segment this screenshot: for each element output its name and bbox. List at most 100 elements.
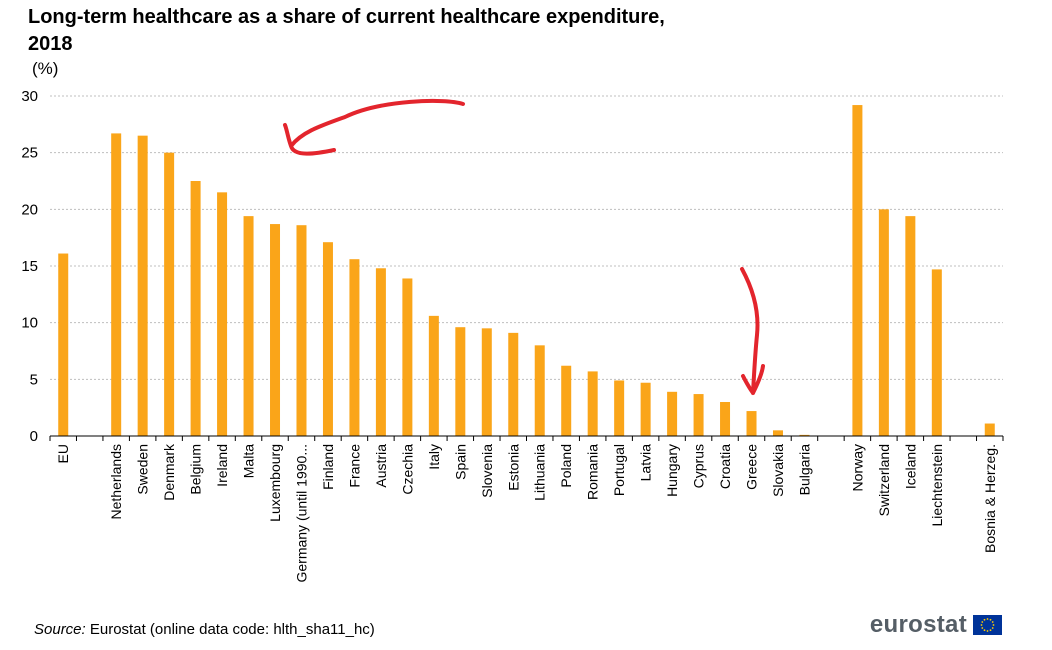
flag-star <box>986 630 989 632</box>
y-axis-unit: (%) <box>32 59 59 78</box>
y-axis-ticks: 0 5 10 15 20 25 30 <box>21 88 38 445</box>
flag-star <box>989 618 992 621</box>
x-tick-label: Iceland <box>902 444 918 489</box>
chart-title: Long-term healthcare as a share of curre… <box>28 4 848 58</box>
x-tick-label: Netherlands <box>108 444 124 520</box>
bar-italy <box>428 315 439 436</box>
x-tick-label: Bulgaria <box>796 444 812 496</box>
flag-star <box>991 621 994 623</box>
x-tick-label: Hungary <box>664 444 680 497</box>
x-tick-label: Belgium <box>188 444 204 495</box>
bar-liechtenstein <box>931 269 942 436</box>
bar-portugal <box>614 380 625 436</box>
bar-slovakia <box>772 430 783 436</box>
bar-croatia <box>720 402 731 436</box>
x-tick-label: Spain <box>452 444 468 480</box>
bar-slovenia <box>481 328 492 436</box>
bar-eu <box>58 253 69 436</box>
x-tick-label: Slovenia <box>479 444 495 498</box>
y-tick-label: 30 <box>21 88 38 105</box>
bar-austria <box>375 268 386 436</box>
eurostat-logo: eurostat <box>870 611 1002 639</box>
flag-star <box>986 618 989 620</box>
x-tick-label: Slovakia <box>770 444 786 497</box>
bar-latvia <box>640 382 651 436</box>
bar-norway <box>852 105 863 437</box>
x-tick-label: Estonia <box>505 444 521 491</box>
bar-czechia <box>402 278 413 436</box>
x-tick-label: Germany (until 1990... <box>293 444 309 583</box>
y-tick-label: 10 <box>21 315 38 332</box>
source-text: Eurostat (online data code: hlth_sha11_h… <box>89 621 375 638</box>
bar-bosnia-herzeg <box>984 423 995 436</box>
flag-star <box>989 629 992 632</box>
x-tick-label: Cyprus <box>691 444 707 488</box>
bar-cyprus <box>693 394 704 436</box>
bar-chart: 0 5 10 15 20 25 30 EU Netherlands Sweden Denmark B… <box>21 88 1004 583</box>
x-tick-label: Bosnia & Herzeg. <box>982 444 998 553</box>
bar-lithuania <box>534 345 545 436</box>
bar-netherlands <box>111 133 122 436</box>
x-tick-label: France <box>346 444 362 488</box>
x-tick-label: Lithuania <box>532 444 548 501</box>
bar-germany-until-1990 <box>296 225 307 436</box>
bar-spain <box>455 327 466 436</box>
flag-star <box>983 618 986 621</box>
x-tick-label: Switzerland <box>876 444 892 516</box>
annotation-arrow-left <box>283 98 465 156</box>
x-tick-label: Greece <box>744 444 760 490</box>
source-label: Source: <box>34 621 86 638</box>
x-tick-label: Liechtenstein <box>929 444 945 527</box>
bar-iceland <box>905 216 916 436</box>
chart-title-line-2: 2018 <box>28 33 73 55</box>
x-tick-label: Malta <box>241 444 257 478</box>
flag-star <box>981 627 984 629</box>
bar-finland <box>322 242 333 436</box>
hand-drawn-annotations <box>283 98 765 395</box>
x-tick-label: Denmark <box>161 443 177 501</box>
flag-star <box>992 624 995 626</box>
x-tick-label: Austria <box>373 444 389 488</box>
x-tick-label: Norway <box>849 444 865 491</box>
flag-star <box>983 629 986 632</box>
x-tick-label: Poland <box>558 444 574 488</box>
flag-star <box>991 627 994 629</box>
eu-flag-icon <box>973 615 1002 635</box>
bars <box>58 105 995 437</box>
bar-luxembourg <box>270 224 281 436</box>
eurostat-wordmark: eurostat <box>869 611 967 638</box>
bar-ireland <box>217 192 228 436</box>
y-tick-label: 20 <box>21 201 38 218</box>
x-axis-labels: EU Netherlands Sweden Denmark Belgium Ireland… <box>55 443 998 583</box>
x-tick-label: Croatia <box>717 444 733 489</box>
x-tick-label: Latvia <box>638 444 654 482</box>
flag-star <box>981 621 984 623</box>
bar-switzerland <box>878 209 889 436</box>
chart-title-line-1: Long-term healthcare as a share of curre… <box>28 6 665 28</box>
bar-hungary <box>667 391 678 436</box>
bar-denmark <box>164 152 175 436</box>
flag-star <box>980 624 983 626</box>
x-tick-label: Italy <box>426 444 442 470</box>
bar-malta <box>243 216 254 436</box>
bar-estonia <box>508 332 519 436</box>
y-tick-label: 0 <box>30 428 38 445</box>
bar-poland <box>561 365 572 436</box>
x-tick-label: Ireland <box>214 444 230 487</box>
x-tick-label: Czechia <box>399 444 415 495</box>
y-tick-label: 25 <box>21 145 38 162</box>
bar-bulgaria <box>799 434 810 436</box>
x-tick-label: EU <box>55 444 71 463</box>
gridlines <box>50 95 1003 380</box>
x-axis <box>49 435 1004 441</box>
bar-belgium <box>190 181 201 436</box>
x-tick-label: Romania <box>585 444 601 500</box>
bar-sweden <box>137 135 148 436</box>
source-note: Source: Eurostat (online data code: hlth… <box>34 620 375 640</box>
bar-greece <box>746 411 757 436</box>
bar-france <box>349 259 360 436</box>
y-tick-label: 15 <box>21 258 38 275</box>
x-tick-label: Sweden <box>135 444 151 495</box>
annotation-arrow-down <box>740 267 765 395</box>
bar-romania <box>587 371 598 436</box>
